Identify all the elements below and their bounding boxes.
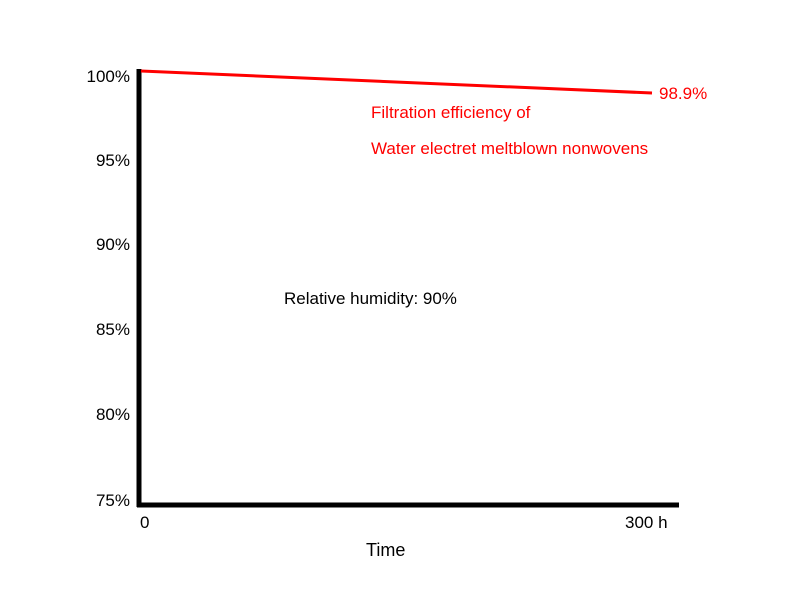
x-tick-0: 0: [140, 513, 150, 532]
x-tick-300: 300 h: [625, 513, 668, 532]
efficiency-line: [140, 69, 653, 95]
y-tick-75: 75%: [95, 491, 130, 510]
condition-annotation: Relative humidity: 90%: [284, 289, 457, 308]
y-tick-80: 80%: [95, 405, 130, 424]
legend-line-1: Filtration efficiency of: [371, 103, 531, 122]
y-tick-100: 100%: [86, 67, 130, 86]
y-tick-90: 90%: [95, 235, 130, 254]
x-axis-label: Time: [366, 540, 406, 560]
legend-line-2: Water electret meltblown nonwovens: [371, 139, 649, 158]
y-tick-85: 85%: [95, 320, 130, 339]
end-value-label: 98.9%: [659, 84, 708, 103]
y-tick-95: 95%: [95, 151, 130, 170]
